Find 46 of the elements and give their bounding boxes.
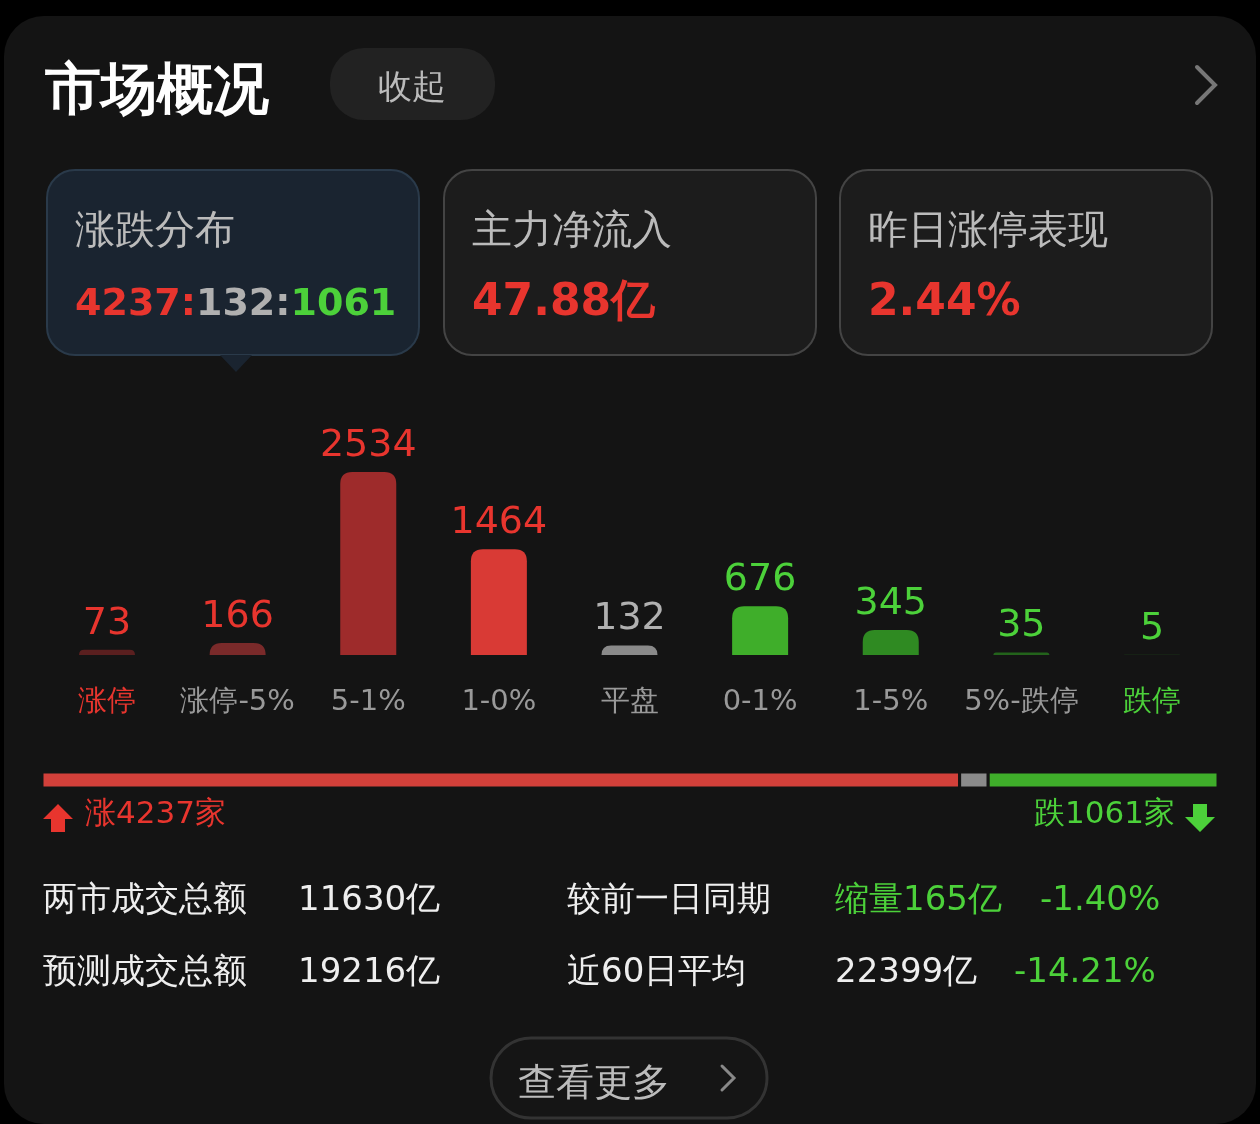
x-tick-label: 涨停-5%: [180, 683, 295, 717]
text: 收起: [378, 66, 446, 106]
data-label: 676: [723, 555, 797, 600]
text: -1.40%: [1040, 878, 1161, 918]
text: 主力净流入: [472, 206, 672, 252]
x-tick-label: 跌停: [1123, 683, 1181, 717]
data-label: 5: [1139, 603, 1165, 648]
bar: [79, 649, 135, 655]
data-label: 涨4237家: [85, 794, 226, 830]
data-label: 2534: [319, 421, 417, 465]
bar: [601, 645, 658, 655]
data-label: 跌1061家: [1034, 794, 1175, 830]
x-tick-label: 1-0%: [461, 683, 537, 717]
text: 查看更多: [518, 1060, 670, 1104]
text: -14.21%: [1014, 950, 1156, 990]
text: 11630亿: [298, 878, 441, 918]
x-tick-label: 1-5%: [853, 683, 929, 717]
data-label: 73: [82, 598, 132, 643]
bar: [470, 549, 527, 655]
text: 较前一日同期: [567, 878, 771, 918]
text: 市场概况: [44, 56, 269, 121]
bar: [993, 652, 1050, 655]
bar: [862, 630, 919, 655]
x-tick-label: 0-1%: [722, 683, 798, 717]
text: 19216亿: [298, 950, 441, 990]
text: 47.88亿: [472, 274, 657, 325]
text: 22399亿: [835, 950, 978, 990]
data-label: 132: [593, 594, 666, 639]
bar: [732, 606, 789, 655]
text: 涨跌分布: [75, 206, 235, 252]
bar: [340, 472, 397, 655]
text: 昨日涨停表现: [868, 206, 1108, 252]
text: 两市成交总额: [43, 878, 247, 918]
data-label: 35: [997, 601, 1046, 646]
data-label: 345: [854, 579, 928, 624]
data-label: 166: [201, 592, 274, 637]
text: 4237:132:1061: [75, 280, 397, 324]
data-label: 1464: [450, 498, 548, 543]
text: 2.44%: [868, 274, 1021, 325]
text: 缩量165亿: [835, 878, 1002, 918]
text: 近60日平均: [567, 950, 747, 990]
x-tick-label: 5%-跌停: [964, 683, 1079, 717]
x-tick-label: 5-1%: [330, 683, 406, 717]
x-tick-label: 平盘: [600, 683, 659, 717]
x-tick-label: 涨停: [78, 683, 136, 717]
text: 预测成交总额: [43, 950, 247, 990]
